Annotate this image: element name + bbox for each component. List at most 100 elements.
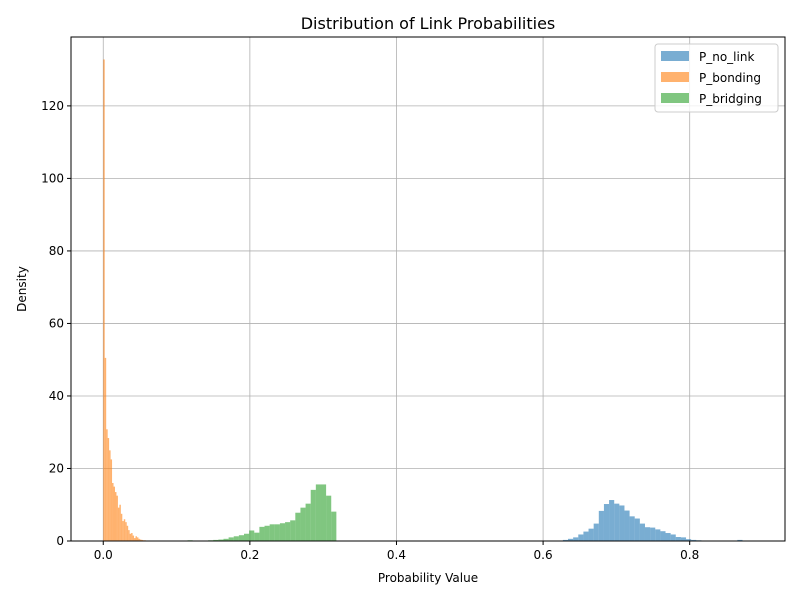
y-tick-label: 40	[49, 389, 64, 403]
bar-P_no_link	[691, 539, 697, 541]
bar-P_bonding	[138, 538, 140, 541]
bar-P_bonding	[112, 482, 114, 541]
bar-P_bridging	[264, 525, 270, 541]
series-P_no_link	[562, 500, 743, 541]
bar-P_bridging	[254, 532, 260, 541]
bar-P_bridging	[285, 522, 291, 541]
bar-P_bridging	[326, 495, 332, 541]
bar-P_bridging	[244, 533, 250, 541]
bar-P_bridging	[259, 526, 265, 541]
bar-P_no_link	[675, 537, 681, 541]
y-tick-label: 20	[49, 461, 64, 475]
legend: P_no_link P_bonding P_bridging	[654, 43, 779, 113]
bar-P_no_link	[583, 531, 589, 541]
bar-P_bridging	[320, 484, 327, 541]
bar-P_bridging	[233, 536, 239, 541]
bar-P_no_link	[578, 534, 584, 541]
x-tick-label: 0.4	[387, 548, 406, 562]
legend-swatch	[661, 72, 689, 82]
x-tick-label: 0.2	[240, 548, 259, 562]
bar-P_bridging	[223, 538, 229, 541]
bar-P_no_link	[614, 503, 620, 541]
bar-P_bridging	[290, 520, 296, 541]
bar-P_bridging	[300, 507, 306, 541]
bar-P_no_link	[655, 529, 661, 541]
legend-label: P_bridging	[699, 92, 762, 106]
x-tick-label: 0.8	[680, 548, 699, 562]
bar-P_bonding	[106, 429, 108, 541]
series-P_bridging	[187, 484, 337, 541]
bar-P_no_link	[737, 539, 743, 541]
legend-swatch	[661, 93, 689, 103]
bar-P_bonding	[114, 492, 117, 541]
bar-P_bonding	[119, 504, 121, 541]
bar-P_no_link	[634, 518, 640, 541]
x-tick-label: 0.0	[94, 548, 113, 562]
x-axis-label: Probability Value	[378, 571, 478, 585]
bar-P_bonding	[103, 59, 105, 541]
bar-P_bonding	[117, 507, 120, 541]
bar-P_no_link	[670, 534, 676, 541]
bar-P_bridging	[228, 537, 234, 541]
bar-P_no_link	[650, 527, 656, 541]
bar-P_bonding	[123, 519, 126, 541]
plot-frame	[70, 36, 786, 542]
y-tick-label: 60	[49, 316, 64, 330]
bar-P_bridging	[279, 523, 286, 541]
bar-P_bonding	[104, 357, 107, 541]
bar-P_no_link	[619, 505, 625, 541]
legend-swatch	[661, 51, 689, 61]
bar-P_bridging	[249, 530, 255, 541]
bar-P_bonding	[122, 521, 124, 541]
bar-P_bridging	[295, 512, 301, 541]
bar-P_bonding	[128, 530, 130, 541]
y-tick-label: 100	[41, 171, 64, 185]
legend-label: P_bonding	[699, 71, 761, 85]
bar-P_no_link	[598, 510, 604, 541]
bar-P_bonding	[139, 539, 142, 541]
bar-P_bonding	[141, 539, 143, 541]
bar-P_no_link	[562, 539, 569, 541]
bar-P_bonding	[116, 495, 118, 541]
bar-P_no_link	[680, 537, 687, 541]
chart-title: Distribution of Link Probabilities	[301, 14, 556, 33]
bar-P_no_link	[568, 538, 574, 541]
bar-P_bonding	[129, 533, 132, 541]
bar-P_no_link	[603, 504, 610, 541]
y-tick-label: 80	[49, 244, 64, 258]
bar-P_no_link	[588, 528, 594, 541]
bar-P_bridging	[238, 535, 245, 541]
bar-P_bonding	[120, 513, 123, 541]
bar-P_no_link	[593, 523, 599, 541]
bar-P_bridging	[213, 539, 219, 541]
bar-P_bonding	[113, 486, 115, 541]
bar-P_bridging	[218, 539, 224, 541]
bar-P_no_link	[665, 533, 671, 541]
legend-label: P_no_link	[699, 50, 754, 64]
y-axis-ticks: 0 20 40 60 80 100 120	[41, 99, 71, 548]
y-tick-label: 0	[56, 534, 64, 548]
bar-P_no_link	[573, 537, 579, 541]
bar-P_no_link	[644, 527, 651, 541]
x-tick-label: 0.6	[534, 548, 553, 562]
bar-P_bonding	[125, 522, 127, 541]
bar-P_bridging	[331, 511, 337, 541]
series-P_bonding	[103, 59, 155, 541]
bar-P_bonding	[131, 533, 133, 541]
bar-P_bridging	[274, 524, 280, 541]
bar-P_bonding	[136, 537, 139, 541]
y-axis-label: Density	[15, 266, 29, 312]
bar-P_bonding	[109, 450, 111, 541]
x-axis-ticks: 0.0 0.2 0.4 0.6 0.8	[94, 541, 699, 562]
bar-P_bridging	[315, 484, 321, 541]
bar-P_bonding	[134, 538, 136, 541]
bar-P_bonding	[132, 535, 135, 541]
bar-P_no_link	[609, 500, 615, 541]
bar-P_bridging	[310, 489, 316, 541]
bar-P_no_link	[629, 516, 635, 541]
bar-P_no_link	[686, 539, 692, 541]
y-tick-label: 120	[41, 99, 64, 113]
bar-P_no_link	[660, 531, 666, 541]
bar-P_no_link	[639, 523, 645, 541]
